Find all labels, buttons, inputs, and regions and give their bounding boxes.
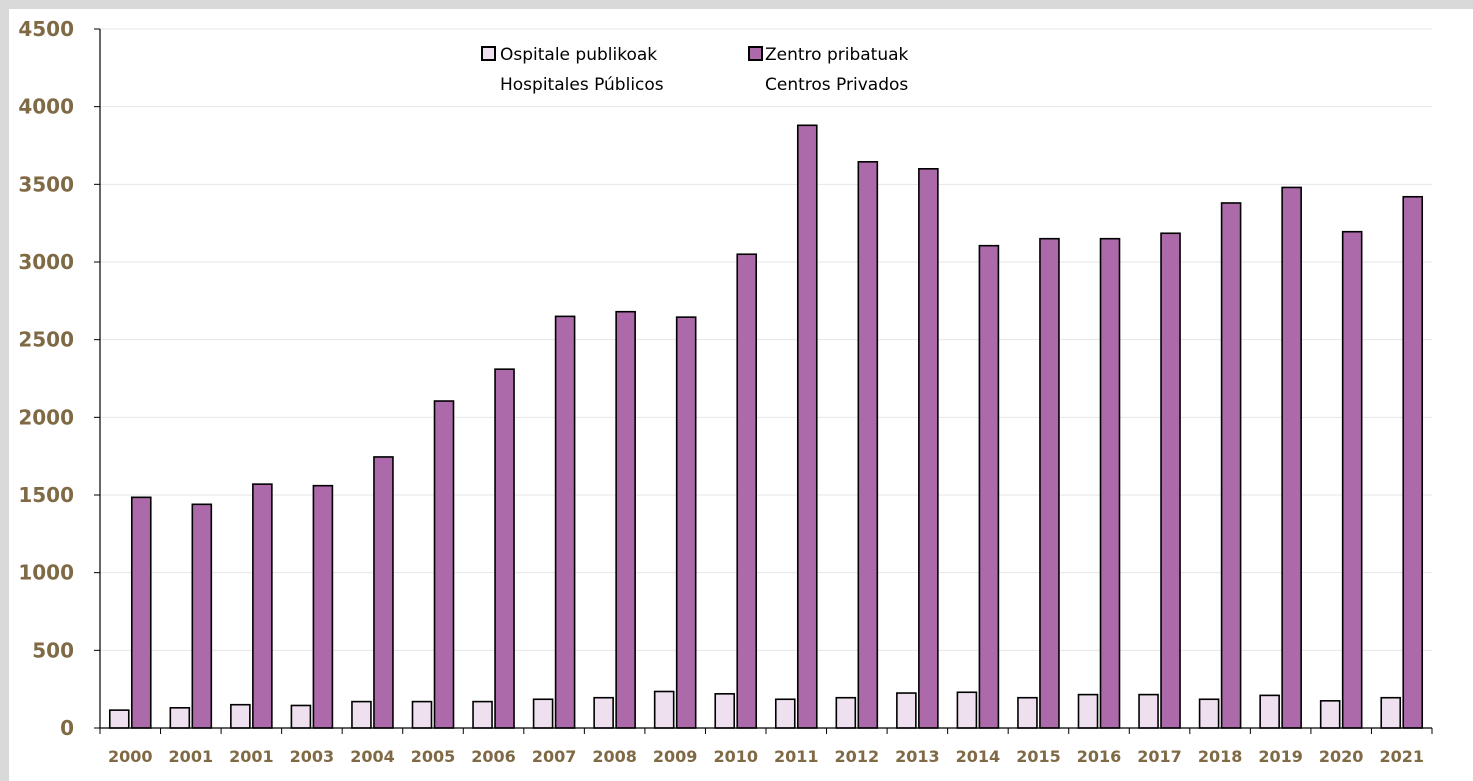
bar-public-19 — [1260, 695, 1279, 728]
x-tick-label: 2013 — [895, 747, 940, 766]
x-tick-label: 2015 — [1016, 747, 1061, 766]
y-tick-label: 1500 — [18, 483, 74, 507]
bar-private-15 — [1040, 239, 1059, 728]
bar-private-13 — [919, 169, 938, 728]
y-tick-label: 0 — [60, 716, 74, 740]
x-tick-label: 2000 — [108, 747, 153, 766]
bar-public-0 — [110, 710, 129, 728]
x-tick-label: 2021 — [1379, 747, 1424, 766]
bar-private-21 — [1403, 197, 1422, 728]
legend-swatch-private — [749, 47, 762, 60]
bar-public-13 — [897, 693, 916, 728]
bar-private-9 — [677, 317, 696, 728]
x-tick-label: 2012 — [835, 747, 880, 766]
bar-public-14 — [957, 692, 976, 728]
x-tick-label: 2001 — [169, 747, 214, 766]
x-tick-label: 2014 — [956, 747, 1001, 766]
x-tick-label: 2001 — [229, 747, 274, 766]
y-tick-label: 4500 — [18, 17, 74, 41]
x-tick-label: 2017 — [1137, 747, 1182, 766]
bar-public-6 — [473, 702, 492, 728]
x-tick-label: 2004 — [350, 747, 395, 766]
legend-swatch-public — [482, 47, 495, 60]
y-tick-label: 1000 — [18, 561, 74, 585]
bar-private-17 — [1161, 233, 1180, 728]
x-tick-label: 2020 — [1319, 747, 1364, 766]
bar-private-2 — [253, 484, 272, 728]
bar-private-11 — [798, 125, 817, 728]
x-tick-label: 2010 — [713, 747, 758, 766]
bar-public-8 — [594, 698, 613, 728]
bar-private-6 — [495, 369, 514, 728]
legend: Ospitale publikoak Hospitales Públicos Z… — [482, 45, 909, 95]
bar-public-20 — [1321, 701, 1340, 728]
y-tick-label: 2500 — [18, 328, 74, 352]
bar-private-19 — [1282, 187, 1301, 728]
bar-public-10 — [715, 694, 734, 728]
x-tick-label: 2011 — [774, 747, 819, 766]
x-tick-label: 2005 — [411, 747, 456, 766]
bar-private-10 — [737, 254, 756, 728]
x-tick-label: 2016 — [1077, 747, 1122, 766]
bar-private-5 — [435, 401, 454, 728]
x-tick-label: 2019 — [1258, 747, 1303, 766]
bar-public-16 — [1079, 695, 1098, 728]
legend-label-private: Zentro pribatuak — [765, 45, 909, 65]
bar-public-5 — [413, 702, 432, 728]
bar-private-16 — [1101, 239, 1120, 728]
bar-public-17 — [1139, 695, 1158, 728]
bar-public-1 — [170, 708, 189, 728]
legend-label-public: Ospitale publikoak — [500, 45, 657, 65]
bars — [110, 125, 1422, 728]
bar-public-2 — [231, 705, 250, 728]
bar-public-15 — [1018, 698, 1037, 728]
y-tick-label: 4000 — [18, 95, 74, 119]
bar-public-7 — [534, 699, 553, 728]
bar-private-14 — [979, 246, 998, 728]
bar-public-11 — [776, 699, 795, 728]
x-tick-label: 2007 — [532, 747, 577, 766]
x-tick-label: 2003 — [290, 747, 335, 766]
bar-public-12 — [836, 698, 855, 728]
bar-private-1 — [192, 504, 211, 728]
bar-private-0 — [132, 497, 151, 728]
bar-private-18 — [1222, 203, 1241, 728]
bar-public-21 — [1381, 698, 1400, 728]
bar-private-20 — [1343, 232, 1362, 728]
bar-private-7 — [556, 316, 575, 728]
bar-public-4 — [352, 702, 371, 728]
legend-label-private-line2: Centros Privados — [765, 75, 908, 95]
x-tick-label: 2006 — [471, 747, 516, 766]
legend-label-public-line2: Hospitales Públicos — [500, 75, 664, 95]
y-tick-label: 2000 — [18, 405, 74, 429]
bar-public-18 — [1200, 699, 1219, 728]
x-tick-label: 2008 — [592, 747, 637, 766]
bar-public-9 — [655, 691, 674, 728]
bar-private-8 — [616, 312, 635, 728]
y-tick-labels: 0 500 1000 1500 2000 2500 3000 3500 4000 4500 — [18, 17, 100, 740]
bar-public-3 — [291, 705, 310, 728]
y-tick-label: 3000 — [18, 250, 74, 274]
y-tick-label: 3500 — [18, 172, 74, 196]
x-tick-labels: 2000 2001 2001 2003 2004 2005 2006 2007 2008 2009… — [108, 747, 1424, 766]
x-tick-label: 2009 — [653, 747, 698, 766]
bar-private-3 — [313, 486, 332, 728]
y-tick-label: 500 — [32, 638, 74, 662]
bar-private-12 — [858, 162, 877, 728]
bar-private-4 — [374, 457, 393, 728]
x-tick-label: 2018 — [1198, 747, 1243, 766]
